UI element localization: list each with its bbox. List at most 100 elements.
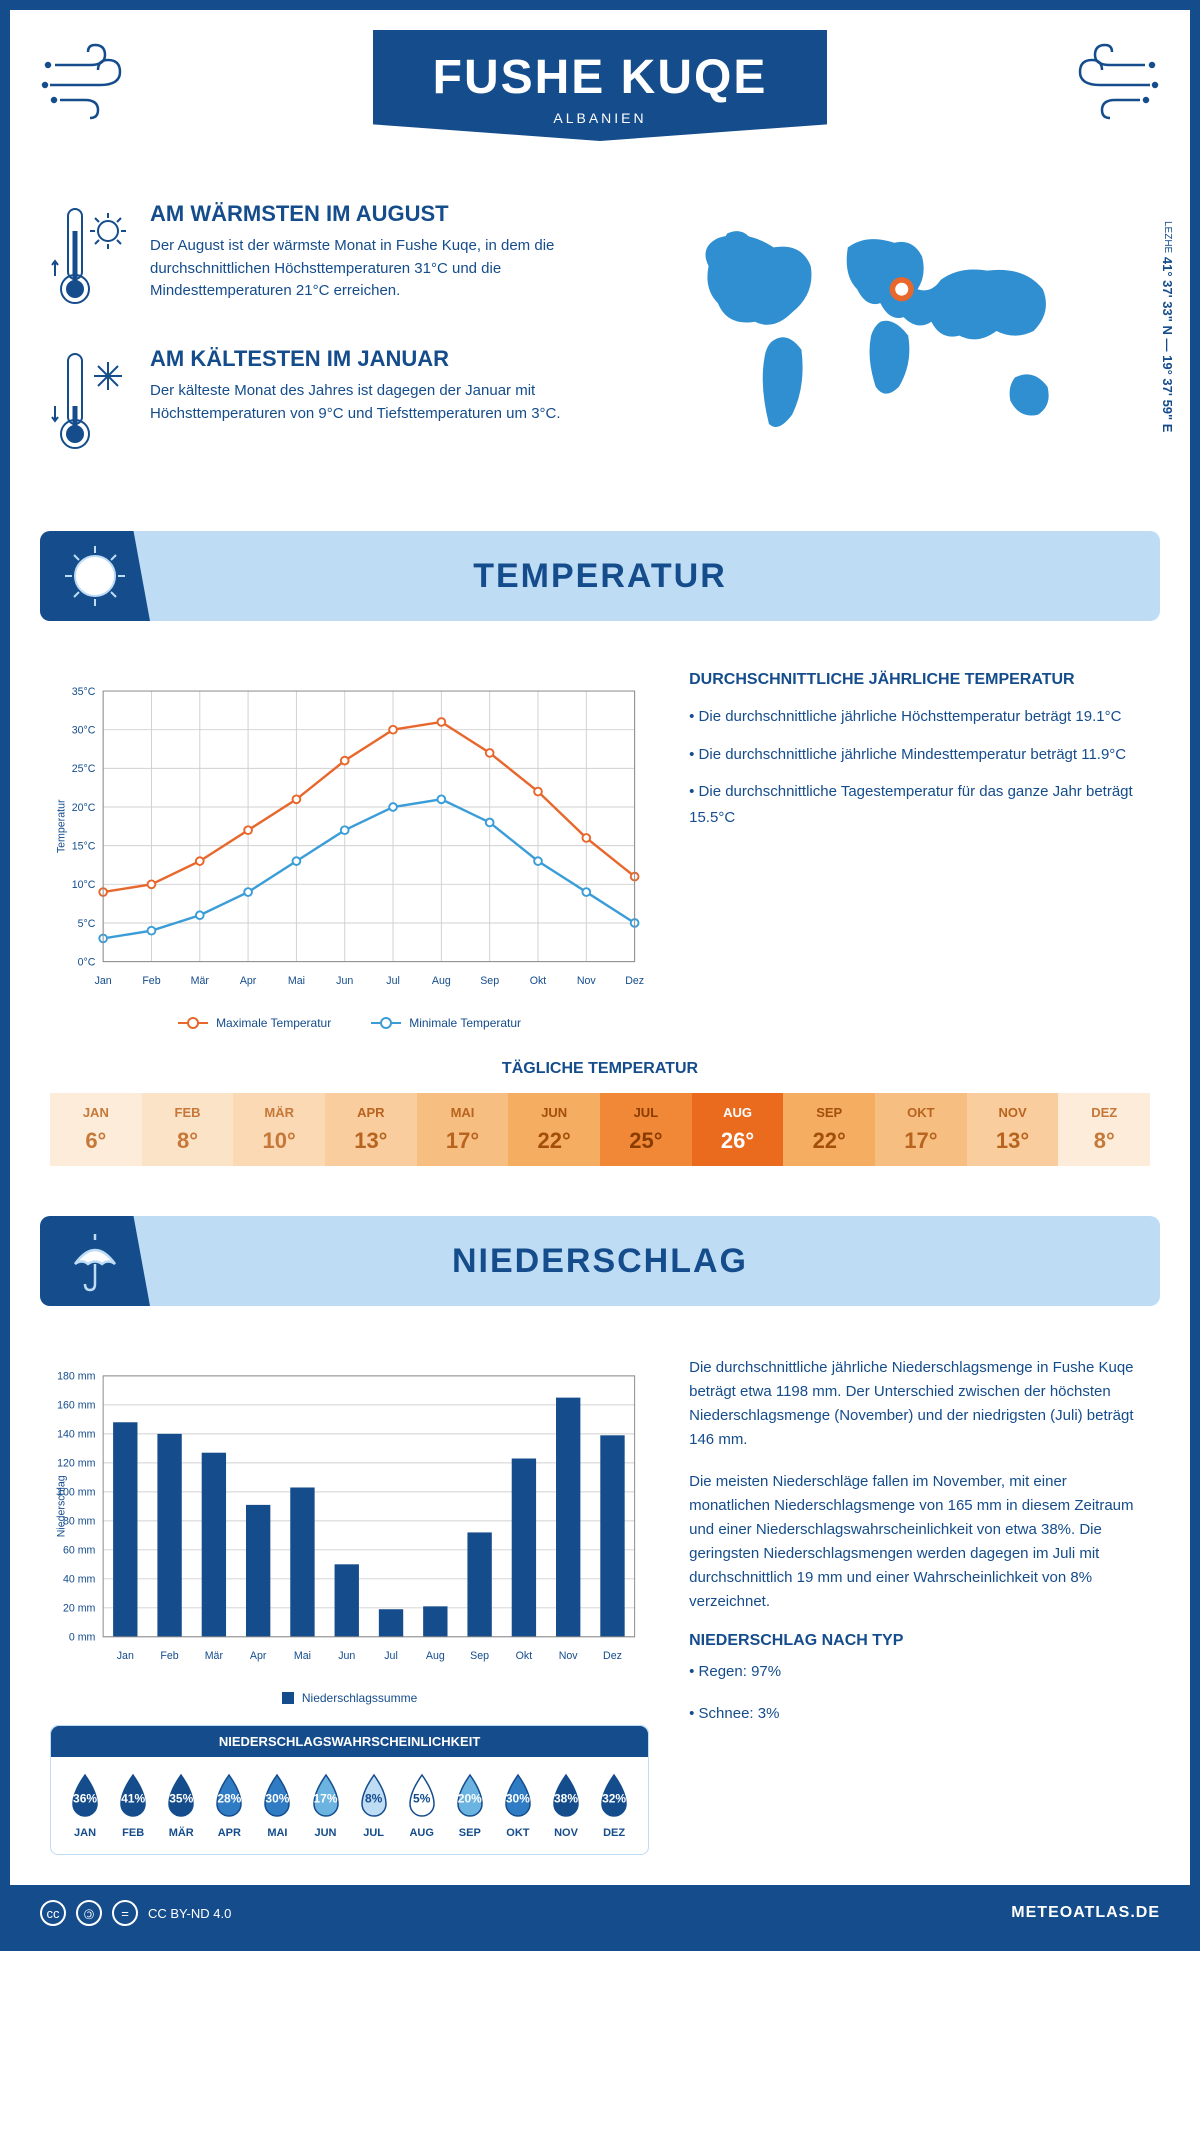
coordinates: LEZHE 41° 37' 33" N — 19° 37' 59" E	[1160, 221, 1175, 432]
temp-cell: JAN6°	[50, 1093, 142, 1166]
precip-text: Die meisten Niederschläge fallen im Nove…	[689, 1470, 1150, 1614]
prob-cell: 20%SEP	[446, 1772, 494, 1839]
temp-cell: AUG26°	[692, 1093, 784, 1166]
svg-text:Apr: Apr	[240, 975, 257, 987]
temp-cell: APR13°	[325, 1093, 417, 1166]
svg-text:Aug: Aug	[432, 975, 451, 987]
world-map: LEZHE 41° 37' 33" N — 19° 37' 59" E	[620, 201, 1150, 491]
info-title: DURCHSCHNITTLICHE JÄHRLICHE TEMPERATUR	[689, 671, 1150, 689]
wind-icon	[1050, 40, 1160, 125]
page-footer: cc 🄯 = CC BY-ND 4.0 METEOATLAS.DE	[10, 1885, 1190, 1941]
svg-text:Mai: Mai	[294, 1650, 311, 1662]
svg-text:Jan: Jan	[95, 975, 112, 987]
prob-cell: 35%MÄR	[157, 1772, 205, 1839]
prob-cell: 30%MAI	[253, 1772, 301, 1839]
svg-text:10°C: 10°C	[72, 879, 96, 891]
temp-cell: MAI17°	[417, 1093, 509, 1166]
prob-cell: 36%JAN	[61, 1772, 109, 1839]
svg-text:Jul: Jul	[384, 1650, 398, 1662]
info-bullet: • Die durchschnittliche jährliche Höchst…	[689, 704, 1150, 730]
license-text: CC BY-ND 4.0	[148, 1906, 231, 1921]
svg-text:120 mm: 120 mm	[57, 1458, 95, 1470]
svg-text:Jun: Jun	[336, 975, 353, 987]
temp-cell: NOV13°	[967, 1093, 1059, 1166]
svg-text:5°C: 5°C	[78, 918, 96, 930]
coldest-title: AM KÄLTESTEN IM JANUAR	[150, 346, 580, 372]
svg-text:Mär: Mär	[191, 975, 210, 987]
wind-icon	[40, 40, 150, 125]
info-bullet: • Die durchschnittliche jährliche Mindes…	[689, 742, 1150, 768]
temp-cell: DEZ8°	[1058, 1093, 1150, 1166]
svg-text:Niederschlag: Niederschlag	[55, 1475, 67, 1537]
svg-text:20 mm: 20 mm	[63, 1603, 96, 1615]
svg-text:Jun: Jun	[338, 1650, 355, 1662]
title-banner: FUSHE KUQE ALBANIEN	[373, 30, 828, 141]
svg-text:Okt: Okt	[516, 1650, 533, 1662]
svg-text:25°C: 25°C	[72, 763, 96, 775]
chart-legend: Niederschlagssumme	[50, 1691, 649, 1705]
temp-cell: OKT17°	[875, 1093, 967, 1166]
precipitation-title: NIEDERSCHLAG	[452, 1242, 748, 1281]
precipitation-info: Die durchschnittliche jährliche Niedersc…	[689, 1356, 1150, 1855]
svg-text:Okt: Okt	[530, 975, 547, 987]
page-subtitle: ALBANIEN	[433, 110, 768, 126]
precipitation-chart: 0 mm20 mm40 mm60 mm80 mm100 mm120 mm140 …	[50, 1356, 649, 1705]
svg-text:Nov: Nov	[577, 975, 597, 987]
svg-text:180 mm: 180 mm	[57, 1371, 95, 1383]
svg-text:40 mm: 40 mm	[63, 1574, 96, 1586]
precipitation-section-header: NIEDERSCHLAG	[40, 1216, 1160, 1306]
svg-text:0°C: 0°C	[78, 956, 96, 968]
prob-cell: 17%JUN	[301, 1772, 349, 1839]
prob-cell: 38%NOV	[542, 1772, 590, 1839]
svg-text:Sep: Sep	[480, 975, 499, 987]
coldest-text: Der kälteste Monat des Jahres ist dagege…	[150, 380, 580, 425]
site-name: METEOATLAS.DE	[1011, 1904, 1160, 1922]
svg-text:Feb: Feb	[160, 1650, 178, 1662]
cc-icon: cc	[40, 1900, 66, 1926]
umbrella-icon	[40, 1216, 150, 1306]
precip-type-title: NIEDERSCHLAG NACH TYP	[689, 1632, 1150, 1650]
svg-text:Dez: Dez	[603, 1650, 622, 1662]
page-header: FUSHE KUQE ALBANIEN	[10, 10, 1190, 181]
temp-cell: MÄR10°	[233, 1093, 325, 1166]
prob-cell: 32%DEZ	[590, 1772, 638, 1839]
temp-cell: JUN22°	[508, 1093, 600, 1166]
svg-text:Apr: Apr	[250, 1650, 267, 1662]
svg-text:60 mm: 60 mm	[63, 1545, 96, 1557]
svg-text:Mär: Mär	[205, 1650, 224, 1662]
prob-cell: 28%APR	[205, 1772, 253, 1839]
svg-text:Jul: Jul	[386, 975, 400, 987]
thermometer-cold-icon	[50, 346, 130, 461]
temperature-info: DURCHSCHNITTLICHE JÄHRLICHE TEMPERATUR •…	[689, 671, 1150, 1030]
info-bullet: • Die durchschnittliche Tagestemperatur …	[689, 779, 1150, 830]
prob-cell: 30%OKT	[494, 1772, 542, 1839]
svg-text:Aug: Aug	[426, 1650, 445, 1662]
prob-cell: 5%AUG	[398, 1772, 446, 1839]
daily-temp-title: TÄGLICHE TEMPERATUR	[50, 1060, 1150, 1078]
precip-type: • Regen: 97%	[689, 1660, 1150, 1684]
svg-text:15°C: 15°C	[72, 841, 96, 853]
svg-text:Nov: Nov	[559, 1650, 579, 1662]
temperature-title: TEMPERATUR	[473, 557, 727, 596]
prob-cell: 8%JUL	[350, 1772, 398, 1839]
sun-icon	[40, 531, 150, 621]
svg-text:160 mm: 160 mm	[57, 1400, 95, 1412]
prob-cell: 41%FEB	[109, 1772, 157, 1839]
temp-cell: FEB8°	[142, 1093, 234, 1166]
coldest-block: AM KÄLTESTEN IM JANUAR Der kälteste Mona…	[50, 346, 580, 461]
by-icon: 🄯	[76, 1900, 102, 1926]
chart-legend: .legend-item:nth-child(1) .legend-line::…	[50, 1016, 649, 1030]
warmest-block: AM WÄRMSTEN IM AUGUST Der August ist der…	[50, 201, 580, 316]
svg-text:30°C: 30°C	[72, 725, 96, 737]
svg-text:Mai: Mai	[288, 975, 305, 987]
prob-title: NIEDERSCHLAGSWAHRSCHEINLICHKEIT	[51, 1726, 648, 1757]
svg-text:80 mm: 80 mm	[63, 1516, 96, 1528]
svg-text:Sep: Sep	[470, 1650, 489, 1662]
temperature-chart: 0°C5°C10°C15°C20°C25°C30°C35°CJanFebMärA…	[50, 671, 649, 1030]
nd-icon: =	[112, 1900, 138, 1926]
daily-temperature: TÄGLICHE TEMPERATUR JAN6°FEB8°MÄR10°APR1…	[10, 1060, 1190, 1196]
svg-text:Jan: Jan	[117, 1650, 134, 1662]
svg-text:35°C: 35°C	[72, 686, 96, 698]
svg-text:Dez: Dez	[625, 975, 644, 987]
svg-text:20°C: 20°C	[72, 802, 96, 814]
